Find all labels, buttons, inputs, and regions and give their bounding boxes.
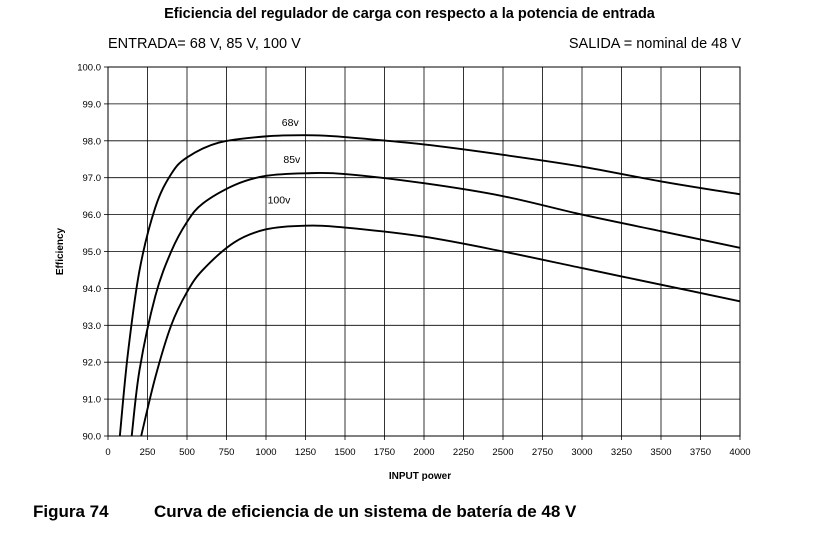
x-tick-label: 750 (219, 447, 235, 458)
y-tick-label: 99.0 (83, 99, 102, 110)
figure-label: Figura 74 (33, 502, 109, 521)
y-tick-label: 90.0 (83, 432, 102, 443)
series-line-68v (118, 134, 740, 437)
x-tick-label: 1250 (295, 447, 316, 458)
x-tick-label: 4000 (729, 447, 750, 458)
y-tick-label: 97.0 (83, 173, 102, 184)
x-tick-label: 2000 (413, 447, 434, 458)
x-tick-label: 3000 (571, 447, 592, 458)
x-axis-title: INPUT power (389, 471, 451, 482)
x-tick-label: 1500 (334, 447, 355, 458)
figure-caption: Figura 74 Curva de eficiencia de un siste… (33, 502, 576, 522)
x-tick-label: 0 (105, 447, 110, 458)
x-tick-label: 2250 (453, 447, 474, 458)
y-tick-label: 92.0 (83, 358, 102, 369)
series-label-68v: 68v (282, 117, 300, 129)
y-tick-label: 95.0 (83, 247, 102, 258)
y-tick-label: 94.0 (83, 284, 102, 295)
series-line-85v (130, 171, 740, 437)
series-line-100v (140, 224, 740, 437)
y-tick-label: 91.0 (83, 395, 102, 406)
y-tick-label: 98.0 (83, 136, 102, 147)
x-tick-label: 2500 (492, 447, 513, 458)
input-voltages-subtitle: ENTRADA= 68 V, 85 V, 100 V (108, 36, 301, 52)
y-tick-label: 100.0 (77, 63, 101, 74)
figure-caption-text: Curva de eficiencia de un sistema de bat… (154, 502, 577, 521)
x-tick-label: 500 (179, 447, 195, 458)
x-tick-label: 1000 (255, 447, 276, 458)
series-label-100v: 100v (268, 195, 292, 207)
y-tick-label: 96.0 (83, 210, 102, 221)
x-tick-label: 3750 (690, 447, 711, 458)
x-tick-label: 2750 (532, 447, 553, 458)
x-tick-label: 3500 (650, 447, 671, 458)
x-tick-label: 1750 (374, 447, 395, 458)
y-axis-title: Efficiency (55, 227, 66, 275)
output-voltage-subtitle: SALIDA = nominal de 48 V (568, 36, 741, 52)
x-tick-label: 250 (140, 447, 156, 458)
y-tick-label: 93.0 (83, 321, 102, 332)
series-label-85v: 85v (283, 154, 301, 166)
x-tick-label: 3250 (611, 447, 632, 458)
chart-title: Eficiencia del regulador de carga con re… (164, 6, 655, 22)
